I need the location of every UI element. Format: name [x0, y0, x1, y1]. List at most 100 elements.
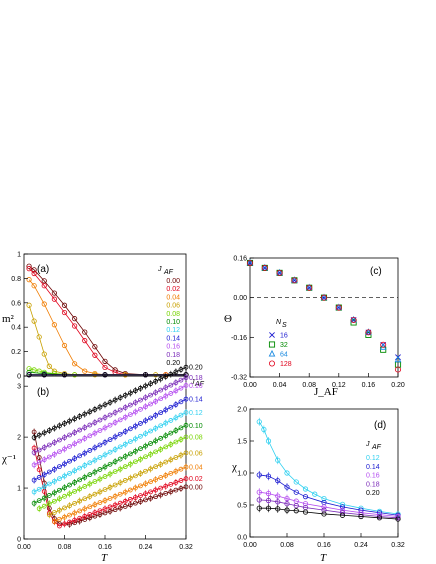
- data-point-0.16: [143, 404, 148, 410]
- data-point-0.00: [72, 316, 78, 322]
- y-tick-label: 0.16: [233, 256, 247, 263]
- data-point-0.12: [143, 431, 148, 437]
- data-point-0.20: [36, 432, 42, 438]
- data-point-0.00: [36, 455, 42, 460]
- legend-entry-0.06: 0.06: [166, 303, 180, 310]
- data-point-0.10: [163, 433, 169, 439]
- data-point-0.20: [138, 385, 143, 391]
- data-point-0.18: [107, 412, 113, 418]
- data-point-0.20: [339, 512, 346, 518]
- series-line-0.18: [33, 377, 187, 453]
- data-point-64: [261, 263, 269, 271]
- data-point-64: [335, 303, 343, 311]
- data-point-0.20: [265, 505, 272, 511]
- data-point-0.14: [87, 448, 93, 453]
- data-point-0.12: [72, 468, 78, 474]
- data-point-0.04: [26, 277, 32, 283]
- data-point-0.04: [158, 475, 164, 480]
- data-point-0.10: [102, 464, 108, 470]
- data-point-0.16: [62, 446, 67, 452]
- data-point-0.20: [163, 374, 169, 380]
- data-point-0.06: [143, 468, 148, 474]
- data-point-0.10: [117, 456, 123, 462]
- data-point-0.10: [62, 485, 67, 491]
- data-point-0.20: [62, 421, 67, 426]
- data-point-0.04: [138, 483, 143, 489]
- series-line-0.14: [33, 398, 187, 481]
- data-point-0.10: [82, 474, 88, 480]
- data-point-0.20: [256, 505, 262, 511]
- x-tick-label: 0.32: [179, 544, 193, 551]
- data-point-0.12: [102, 452, 108, 458]
- data-point-0.00: [31, 429, 37, 435]
- data-point-0.08: [97, 476, 103, 482]
- data-point-0.18: [77, 427, 83, 433]
- data-point-0.08: [158, 446, 164, 452]
- data-point-0.18: [92, 420, 98, 425]
- data-point-0.16: [138, 406, 143, 412]
- data-point-0.20: [153, 378, 159, 384]
- data-point-0.10: [36, 498, 42, 504]
- data-point-0.14: [122, 429, 128, 434]
- data-point-0.08: [117, 466, 123, 472]
- data-point-0.12: [112, 447, 118, 452]
- data-point-0.02: [97, 508, 103, 514]
- data-point-128: [335, 304, 342, 311]
- data-point-0.06: [138, 471, 143, 476]
- series-line-0.20: [259, 507, 399, 520]
- data-point-0.10: [132, 448, 138, 454]
- data-point-0.16: [256, 489, 262, 495]
- data-point-0.08: [62, 493, 67, 499]
- data-point-0.02: [67, 519, 72, 525]
- data-point-0.16: [92, 430, 98, 436]
- data-point-0.06: [92, 491, 98, 497]
- data-point-0.08: [143, 454, 148, 460]
- data-point-0.00: [87, 515, 93, 521]
- data-point-0.04: [92, 502, 98, 508]
- data-point-0.04: [61, 342, 68, 349]
- panel-d-ylabel: χ: [231, 461, 237, 473]
- data-point-0.12: [163, 420, 169, 426]
- data-point-0.20: [77, 414, 83, 419]
- data-point-0.06: [26, 302, 32, 308]
- data-point-0.20: [302, 509, 309, 515]
- data-point-0.14: [158, 410, 164, 416]
- data-point-0.10: [87, 472, 93, 478]
- data-point-0.14: [143, 418, 148, 424]
- y-tick-label: 1: [17, 486, 21, 493]
- series-line-0.02: [33, 447, 187, 527]
- data-point-0.14: [67, 458, 72, 464]
- data-point-0.02: [51, 296, 57, 302]
- data-point-0.12: [275, 457, 281, 463]
- data-point-0.02: [132, 495, 138, 500]
- data-point-0.04: [67, 512, 72, 518]
- panel-d-xlabel: T: [320, 552, 327, 564]
- y-tick-label: 2: [17, 435, 21, 442]
- data-point-0.14: [302, 494, 309, 500]
- x-tick-label: 0.12: [332, 382, 346, 389]
- data-point-0.18: [275, 499, 281, 505]
- data-point-0.08: [87, 481, 93, 487]
- data-point-0.04: [168, 470, 174, 476]
- panel-d: J AF0.120.140.160.180.20 (d) χ T 0.00 0.08…: [231, 407, 405, 564]
- data-point-0.12: [312, 491, 318, 497]
- data-point-0.10: [127, 451, 133, 457]
- data-point-0.10: [158, 435, 164, 441]
- data-point-0.12: [293, 479, 299, 485]
- data-point-0.12: [178, 412, 184, 418]
- data-point-0.16: [67, 443, 72, 449]
- legend-entry-64: 64: [280, 352, 288, 359]
- data-point-0.06: [127, 475, 133, 481]
- data-point-0.16: [168, 391, 174, 396]
- data-point-0.12: [87, 460, 93, 466]
- data-point-0.04: [153, 477, 159, 483]
- data-point-0.10: [67, 482, 72, 488]
- data-point-0.10: [46, 493, 52, 498]
- legend-entry-32: 32: [280, 342, 288, 349]
- data-point-0.06: [168, 457, 174, 463]
- legend-marker-16: [269, 332, 275, 338]
- legend-entry-0.06: 0.06: [189, 450, 203, 457]
- data-point-0.18: [153, 390, 159, 396]
- data-point-0.12: [51, 478, 57, 484]
- data-point-0.12: [153, 425, 159, 431]
